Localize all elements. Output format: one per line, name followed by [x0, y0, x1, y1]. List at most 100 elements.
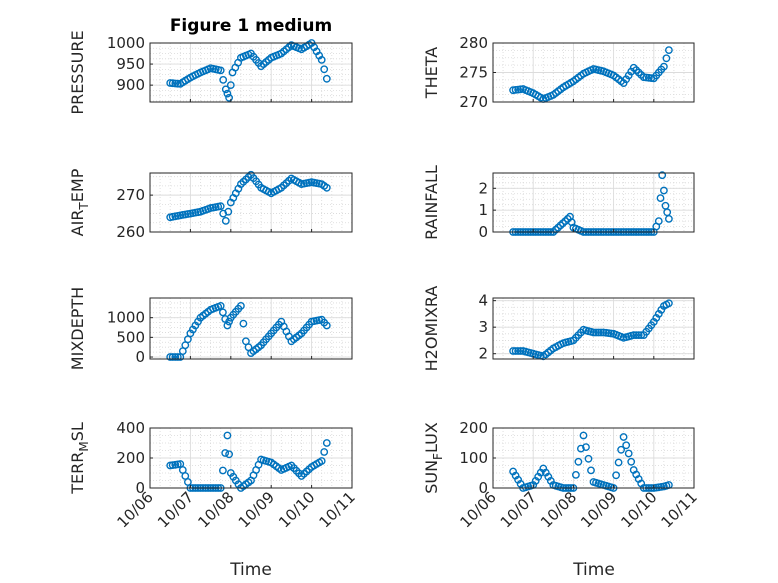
y-tick-label: 4 [478, 292, 488, 310]
axes-box [149, 297, 353, 360]
data-point [624, 449, 633, 458]
axes-box [149, 42, 353, 103]
data-point [236, 301, 245, 310]
data-point [665, 214, 673, 223]
data-point [589, 328, 598, 337]
data-point [660, 186, 668, 195]
data-point [632, 331, 641, 339]
data-point [509, 347, 517, 355]
y-axis-label: H2OMIXRA [422, 286, 441, 372]
y-axis-label: MIXDEPTH [68, 287, 87, 370]
y-tick-label: 0 [135, 479, 145, 497]
axes-box [149, 172, 353, 233]
data-point [225, 450, 234, 459]
data-point [572, 470, 580, 479]
data-point [225, 317, 234, 326]
data-point [219, 76, 228, 84]
y-tick-label: 100 [459, 449, 488, 467]
data-point [317, 56, 326, 64]
data-point [587, 466, 595, 475]
y-tick-label: 2 [478, 179, 488, 197]
data-point [171, 79, 180, 88]
data-point [574, 457, 583, 466]
y-tick-label: 950 [116, 55, 145, 73]
axes-box [492, 172, 695, 233]
y-axis-label: SUNFLUX [422, 422, 445, 494]
data-point [223, 431, 232, 440]
data-point [514, 347, 522, 355]
data-point [216, 301, 225, 310]
data-point [658, 171, 667, 180]
data-point [617, 445, 625, 454]
y-tick-label: 270 [459, 93, 488, 111]
data-point [221, 216, 230, 225]
data-point [654, 217, 663, 226]
data-point [629, 331, 638, 339]
data-point [322, 439, 331, 447]
data-point [656, 194, 665, 203]
y-tick-label: 500 [116, 328, 145, 346]
data-point [614, 458, 623, 467]
data-point [516, 347, 525, 355]
x-axis-label-right: Time [572, 560, 615, 580]
data-point [579, 431, 588, 440]
data-point [665, 299, 673, 308]
data-point [216, 202, 225, 211]
y-tick-label: 1000 [107, 34, 145, 52]
data-point [239, 319, 248, 328]
y-tick-label: 270 [116, 186, 145, 204]
y-tick-label: 1000 [107, 309, 145, 327]
data-point [660, 62, 668, 71]
data-point [634, 331, 643, 339]
data-point [221, 85, 230, 94]
data-point [594, 328, 603, 337]
data-point [322, 321, 331, 330]
data-point [322, 183, 331, 192]
data-point [218, 308, 227, 317]
y-tick-label: 280 [459, 34, 488, 52]
y-tick-label: 200 [459, 419, 488, 437]
y-tick-label: 3 [478, 318, 488, 336]
data-point [665, 46, 673, 54]
data-point [173, 79, 182, 88]
data-point [218, 466, 227, 475]
data-point [592, 328, 600, 337]
data-point [224, 207, 233, 216]
y-tick-label: 0 [478, 479, 488, 497]
data-point [511, 347, 520, 355]
data-point [223, 321, 232, 330]
data-point [322, 74, 331, 83]
data-point [320, 65, 329, 74]
data-point [166, 353, 175, 361]
data-point [622, 441, 631, 450]
y-tick-label: 200 [116, 449, 145, 467]
data-point [619, 433, 628, 441]
data-point [317, 457, 326, 465]
subplot-2: 270 275 280 THETA [422, 34, 695, 111]
data-point [225, 93, 234, 102]
y-axis-label: TERRMSL [68, 422, 91, 495]
data-point [171, 353, 180, 361]
y-tick-label: 260 [116, 223, 145, 241]
y-axis-label: AIRTEMP [68, 168, 91, 236]
y-tick-label: 900 [116, 76, 145, 94]
subplot-6: 2 3 4 H2OMIXRA [422, 286, 695, 372]
data-point [627, 457, 636, 466]
subplot-4: 0 1 2 RAINFALL [422, 165, 695, 241]
data-point [168, 353, 177, 361]
data-point [582, 443, 590, 451]
y-axis-label: RAINFALL [422, 165, 441, 240]
data-point [216, 66, 225, 75]
y-tick-label: 0 [135, 348, 145, 366]
axes-box [492, 297, 695, 360]
y-tick-label: 275 [459, 64, 488, 82]
x-axis-label-left: Time [229, 560, 272, 580]
subplot-3: 260 270 AIRTEMP [68, 168, 353, 241]
data-point [166, 79, 175, 87]
data-point [221, 449, 230, 457]
data-point [584, 454, 593, 463]
y-axis-label: PRESSURE [68, 30, 87, 114]
data-point [597, 328, 605, 337]
